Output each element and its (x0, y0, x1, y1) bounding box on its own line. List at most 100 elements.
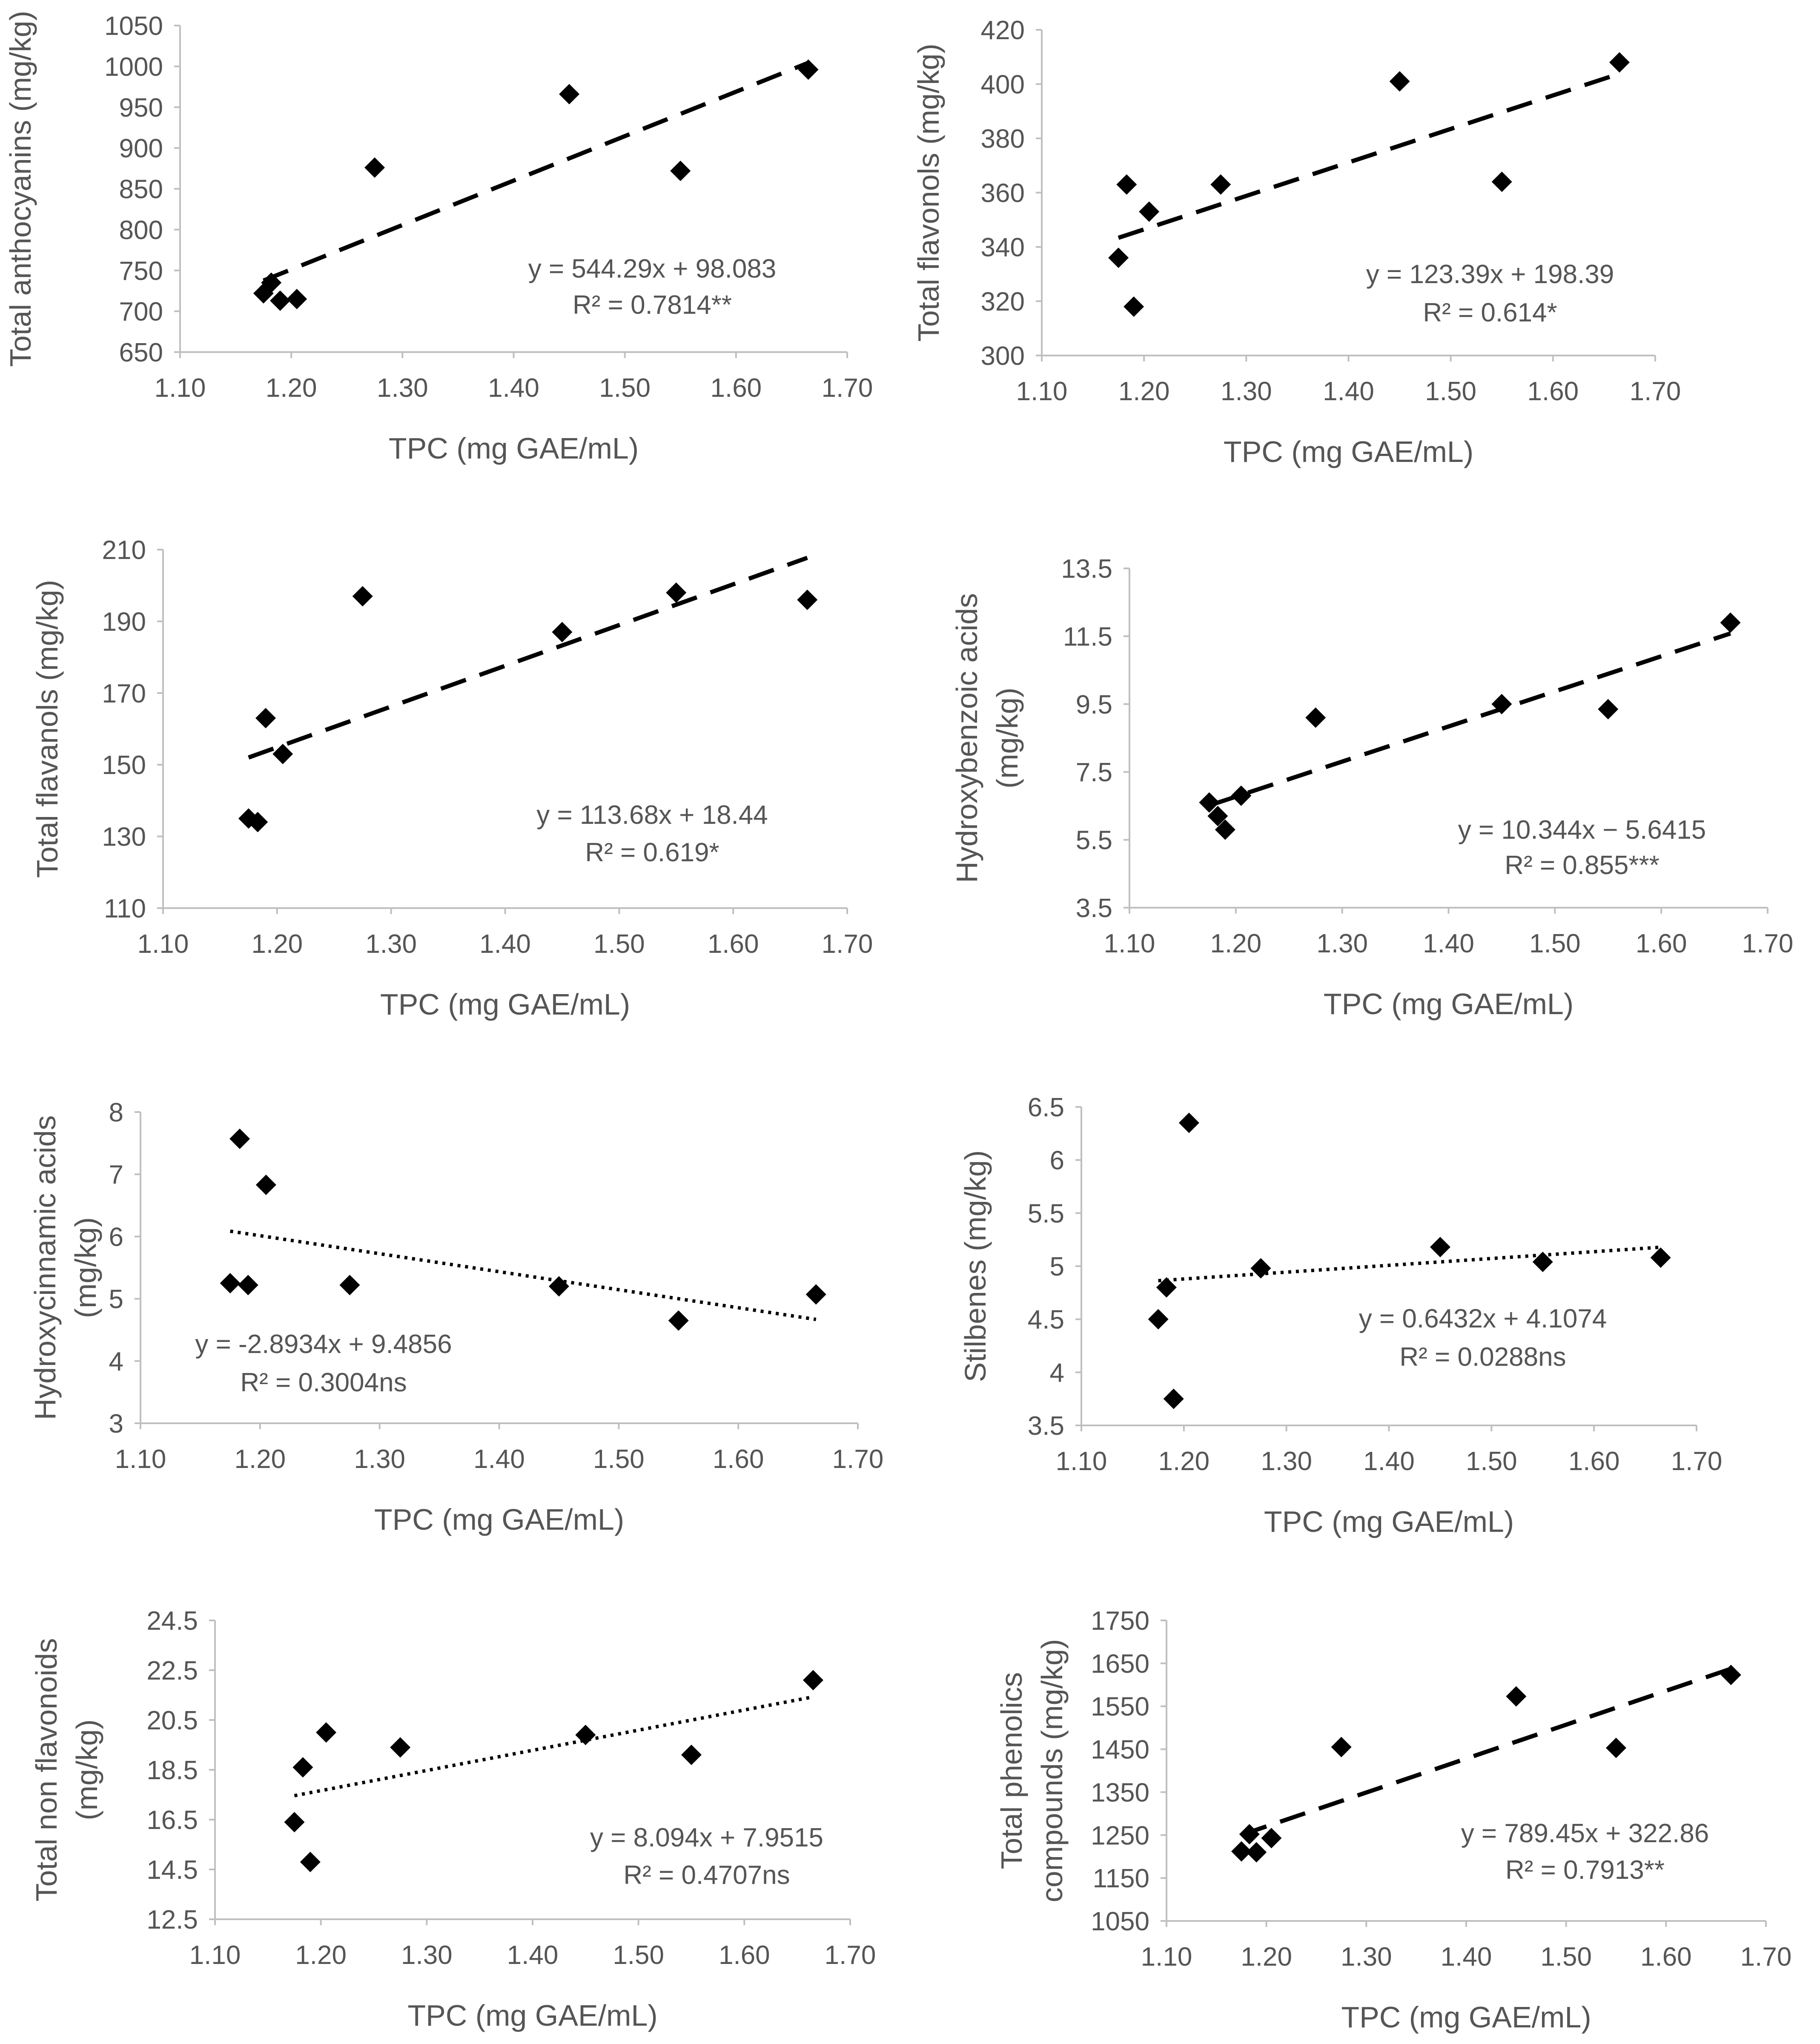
r-squared-label: R² = 0.3004ns (240, 1368, 407, 1397)
y-tick-label: 13.5 (1061, 554, 1112, 584)
y-tick-label: 6.5 (1028, 1093, 1064, 1122)
x-tick-label: 1.30 (377, 373, 428, 403)
x-tick-label: 1.60 (1636, 929, 1687, 958)
y-tick-label: 4 (1050, 1358, 1064, 1388)
y-tick-label: 900 (119, 134, 163, 163)
y-tick-label: 1050 (1091, 1907, 1149, 1936)
data-point (1532, 1252, 1553, 1273)
y-tick-label: 1050 (104, 11, 163, 41)
y-tick-label: 11.5 (1063, 622, 1112, 651)
y-tick-label: 400 (981, 70, 1025, 100)
trendline (1241, 1666, 1732, 1837)
x-tick-label: 1.50 (599, 373, 651, 403)
data-point (1720, 1665, 1741, 1686)
y-tick-label: 5.5 (1028, 1199, 1064, 1228)
x-tick-label: 1.50 (1425, 377, 1476, 406)
x-axis-title: TPC (mg GAE/mL) (1264, 1505, 1514, 1538)
data-point (1609, 52, 1630, 73)
data-point (1598, 699, 1619, 720)
regression-equation: y = 789.45x + 322.86 (1461, 1819, 1709, 1848)
data-point (238, 1275, 258, 1296)
y-tick-label: 110 (104, 894, 146, 923)
data-point (300, 1852, 321, 1872)
x-tick-label: 1.20 (1158, 1447, 1210, 1476)
x-tick-label: 1.70 (1671, 1447, 1723, 1476)
data-point (1506, 1686, 1527, 1707)
x-tick-label: 1.60 (1640, 1942, 1692, 1972)
data-point (1148, 1309, 1169, 1330)
x-tick-label: 1.60 (710, 373, 762, 403)
y-tick-label: 12.5 (146, 1905, 198, 1935)
y-tick-label: 420 (981, 16, 1025, 45)
data-point (1389, 71, 1410, 92)
x-tick-label: 1.40 (473, 1445, 525, 1474)
x-tick-label: 1.30 (1221, 377, 1272, 406)
y-tick-label: 320 (981, 287, 1025, 317)
x-tick-label: 1.70 (822, 929, 873, 959)
r-squared-label: R² = 0.7913** (1505, 1855, 1665, 1885)
chart-panel-2: 1.10 1.20 1.30 1.40 1.50 1.60 1.70 300 320 340 360… (912, 16, 1681, 468)
x-tick-label: 1.70 (825, 1941, 876, 1970)
x-tick-label: 1.50 (1529, 929, 1581, 958)
data-point (1156, 1277, 1177, 1298)
r-squared-label: R² = 0.4707ns (623, 1861, 790, 1890)
data-point (229, 1128, 250, 1149)
chart-panel-8: 1.10 1.20 1.30 1.40 1.50 1.60 1.70 1050 1150 1250… (995, 1606, 1791, 2034)
y-tick-label: 150 (102, 751, 146, 780)
data-point (261, 272, 282, 293)
x-axis-title: TPC (mg GAE/mL) (1224, 435, 1473, 468)
y-axis-title: Total anthocyanins (mg/kg) (4, 11, 37, 367)
data-point (1239, 1824, 1260, 1845)
x-axis-title: TPC (mg GAE/mL) (389, 432, 639, 465)
x-tick-label: 1.60 (713, 1445, 764, 1474)
y-axis-title: Hydroxycinnamic acids (29, 1115, 62, 1420)
y-tick-label: 4.5 (1028, 1305, 1064, 1335)
y-axis-title: (mg/kg) (991, 688, 1024, 788)
x-tick-label: 1.10 (115, 1445, 166, 1474)
data-point (339, 1275, 360, 1296)
x-tick-label: 1.70 (832, 1445, 884, 1474)
data-point (284, 1812, 305, 1832)
y-tick-label: 700 (119, 297, 163, 327)
data-point (352, 586, 373, 607)
r-squared-label: R² = 0.0288ns (1399, 1342, 1566, 1372)
x-tick-label: 1.70 (1630, 377, 1681, 406)
data-point (1250, 1258, 1271, 1279)
y-tick-label: 1650 (1091, 1649, 1149, 1679)
trendline (248, 556, 808, 760)
y-tick-label: 190 (102, 607, 146, 636)
y-tick-label: 3.5 (1028, 1411, 1064, 1441)
y-tick-label: 5 (1050, 1252, 1064, 1281)
x-tick-label: 1.40 (1363, 1447, 1415, 1476)
x-tick-label: 1.60 (1568, 1447, 1620, 1476)
x-tick-label: 1.30 (1316, 929, 1368, 958)
regression-equation: y = 8.094x + 7.9515 (590, 1823, 823, 1852)
data-point (1305, 707, 1326, 728)
y-tick-label: 380 (981, 124, 1025, 154)
y-tick-label: 170 (102, 679, 146, 708)
data-point (1124, 296, 1144, 317)
data-point (1215, 819, 1235, 840)
data-point (805, 1284, 826, 1305)
y-tick-label: 5 (109, 1285, 123, 1314)
regression-equation: y = 113.68x + 18.44 (536, 800, 768, 830)
y-tick-label: 3 (109, 1409, 123, 1439)
data-point (681, 1744, 702, 1765)
data-point (1606, 1737, 1626, 1758)
chart-panels: 1.10 1.20 1.30 1.40 1.50 1.60 1.70 650 700 750 800… (4, 11, 1793, 2034)
x-tick-label: 1.50 (593, 1445, 645, 1474)
chart-panel-5: 1.10 1.20 1.30 1.40 1.50 1.60 1.70 3 4 5 6 7 8 TPC (m… (29, 1098, 883, 1536)
y-axis-title: Total phenolics (995, 1672, 1028, 1869)
y-tick-label: 22.5 (146, 1656, 198, 1686)
y-tick-label: 300 (981, 341, 1025, 371)
x-tick-label: 1.60 (708, 929, 759, 959)
data-point (1231, 1841, 1252, 1862)
data-point (552, 622, 573, 642)
y-axis-title: Hydroxybenzoic acids (950, 593, 983, 883)
y-tick-label: 6 (109, 1222, 123, 1252)
x-tick-label: 1.10 (155, 373, 206, 403)
data-point (287, 289, 307, 310)
y-tick-label: 1550 (1091, 1692, 1149, 1722)
x-tick-label: 1.70 (1742, 929, 1794, 958)
